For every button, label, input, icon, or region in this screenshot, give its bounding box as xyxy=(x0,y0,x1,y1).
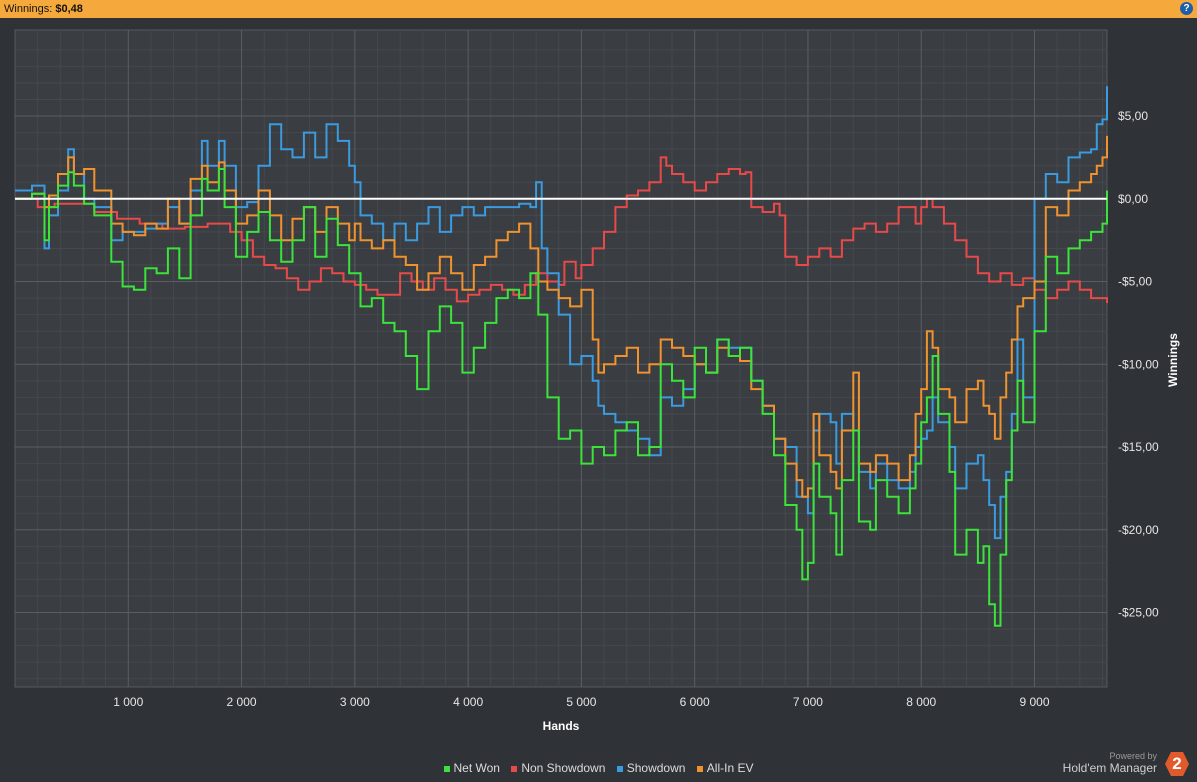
x-tick-label: 8 000 xyxy=(906,695,936,709)
y-axis-label: Winnings xyxy=(1166,333,1180,387)
winnings-label: Winnings: xyxy=(4,3,53,15)
y-tick-label: -$25,00 xyxy=(1118,606,1159,620)
legend-item-net-won[interactable]: Net Won xyxy=(443,761,500,775)
legend-swatch xyxy=(696,765,703,772)
legend-label: Net Won xyxy=(453,761,500,775)
y-tick-label: -$5,00 xyxy=(1118,275,1152,289)
x-axis-label: Hands xyxy=(543,719,580,733)
winnings-value: $0,48 xyxy=(55,3,83,15)
hem2-logo-icon: 2 xyxy=(1165,752,1189,776)
plot-area xyxy=(14,29,1108,688)
x-tick-label: 2 000 xyxy=(227,695,257,709)
series-line-non-showdown xyxy=(15,156,1108,304)
y-tick-label: $5,00 xyxy=(1118,109,1148,123)
legend-item-allin-ev[interactable]: All-In EV xyxy=(696,761,754,775)
legend-label: Non Showdown xyxy=(521,761,606,775)
winnings-chart: 1 000 2 000 3 000 4 000 5 000 6 000 7 000 8 000… xyxy=(14,29,1180,733)
series-line-showdown xyxy=(15,86,1108,540)
series-line-net-won xyxy=(15,168,1108,627)
winnings-header: Winnings: $0,48 ? xyxy=(0,0,1197,18)
y-tick-label: -$15,00 xyxy=(1118,440,1159,454)
x-tick-label: 3 000 xyxy=(340,695,370,709)
brand-name: Hold'em Manager xyxy=(1062,761,1157,775)
x-tick-label: 4 000 xyxy=(453,695,483,709)
y-tick-label: -$20,00 xyxy=(1118,523,1159,537)
legend-swatch xyxy=(511,765,518,772)
legend-swatch xyxy=(443,765,450,772)
x-tick-label: 5 000 xyxy=(566,695,596,709)
x-tick-label: 6 000 xyxy=(680,695,710,709)
legend-label: All-In EV xyxy=(706,761,754,775)
x-tick-label: 7 000 xyxy=(793,695,823,709)
x-tick-label: 9 000 xyxy=(1019,695,1049,709)
y-tick-label: -$10,00 xyxy=(1118,357,1159,371)
legend-item-non-showdown[interactable]: Non Showdown xyxy=(511,761,605,775)
legend-label: Showdown xyxy=(626,761,686,775)
branding: Powered by Hold'em Manager xyxy=(1063,751,1157,775)
legend-swatch xyxy=(616,765,623,772)
y-tick-label: $0,00 xyxy=(1118,192,1148,206)
legend-item-showdown[interactable]: Showdown xyxy=(616,761,686,775)
powered-by-text: Powered by xyxy=(1109,751,1157,761)
chart-legend: Net Won Non Showdown Showdown All-In EV xyxy=(0,761,1197,775)
x-tick-label: 1 000 xyxy=(113,695,143,709)
question-circle-icon[interactable]: ? xyxy=(1180,2,1193,15)
